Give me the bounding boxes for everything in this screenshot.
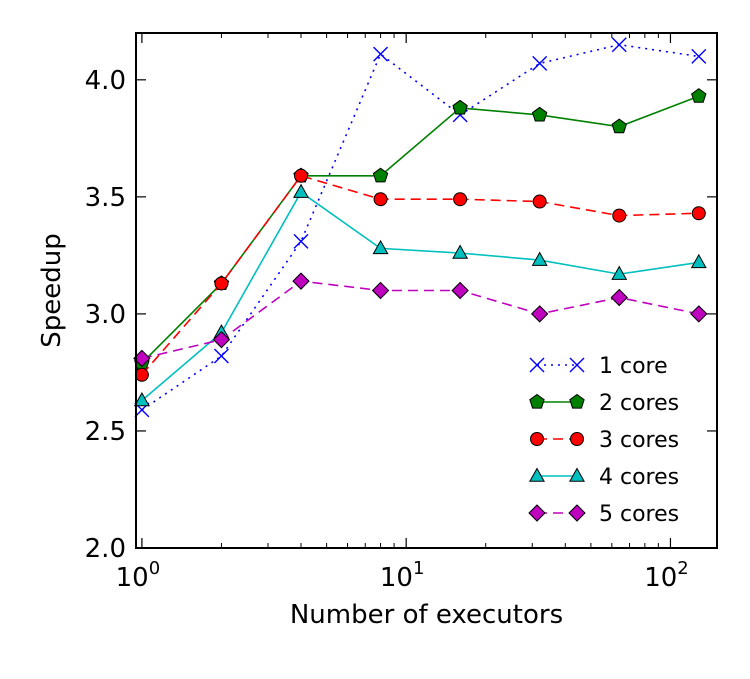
series-1-core xyxy=(134,37,707,418)
x-tick-label: 100 xyxy=(116,558,161,593)
series-line-3-cores xyxy=(141,174,699,376)
data-point-3-cores xyxy=(134,367,149,382)
data-point-1-core xyxy=(373,46,389,62)
legend-marker xyxy=(568,504,586,522)
x-tick-exponent: 2 xyxy=(677,558,688,579)
data-point-3-cores xyxy=(453,192,468,207)
data-point-4-cores xyxy=(531,251,548,266)
legend-marker xyxy=(569,393,585,409)
legend-marker xyxy=(569,467,585,482)
x-tick-exponent: 0 xyxy=(149,558,160,579)
series-line-4-cores xyxy=(141,191,699,402)
data-point-5-cores xyxy=(610,288,628,307)
legend-marker xyxy=(530,432,544,446)
x-tick-exponent: 1 xyxy=(413,558,424,579)
x-tick-base: 10 xyxy=(116,563,149,593)
data-point-3-cores xyxy=(612,208,627,223)
legend: 1 core 2 cores 3 cores 4 cores 5 cores xyxy=(528,354,679,527)
series-line-1-core xyxy=(141,43,699,411)
data-point-4-cores xyxy=(293,183,309,198)
data-point-4-cores xyxy=(133,391,150,407)
x-axis-label: Number of executors xyxy=(290,600,563,630)
data-point-5-cores xyxy=(212,330,231,349)
series-layer xyxy=(133,37,708,418)
x-tick-label: 101 xyxy=(380,558,425,593)
legend-item-3-cores: 3 cores xyxy=(530,428,679,453)
data-point-5-cores xyxy=(451,281,469,300)
legend-label: 4 cores xyxy=(599,465,679,490)
data-point-4-cores xyxy=(611,265,628,280)
legend-label: 1 core xyxy=(599,354,668,379)
data-point-4-cores xyxy=(452,244,469,259)
data-point-2-cores xyxy=(372,167,389,183)
plot-frame xyxy=(135,32,718,549)
data-point-4-cores xyxy=(690,253,707,269)
data-point-2-cores xyxy=(452,99,468,115)
y-axis-label: Speedup xyxy=(37,233,67,348)
y-tick-label: 2.0 xyxy=(85,534,126,564)
legend-marker xyxy=(528,504,546,522)
y-tick-label: 3.5 xyxy=(85,183,126,213)
y-tick-label: 2.5 xyxy=(85,417,126,447)
series-line-2-cores xyxy=(141,95,700,364)
x-tick-label: 102 xyxy=(644,558,689,593)
data-point-1-core xyxy=(611,37,627,53)
data-point-1-core xyxy=(691,48,707,64)
series-5-cores xyxy=(133,272,708,368)
data-point-5-cores xyxy=(292,272,310,290)
data-point-2-cores xyxy=(691,88,707,103)
data-point-4-cores xyxy=(372,239,389,255)
legend-marker xyxy=(529,467,545,482)
legend-marker xyxy=(529,357,545,373)
data-point-5-cores xyxy=(371,281,390,300)
legend-marker xyxy=(570,432,584,446)
series-3-cores xyxy=(134,168,706,382)
data-point-3-cores xyxy=(294,168,309,183)
legend-item-5-cores: 5 cores xyxy=(528,502,679,527)
data-point-3-cores xyxy=(214,276,229,291)
legend-label: 2 cores xyxy=(599,391,679,416)
data-point-2-cores xyxy=(611,118,627,134)
legend-marker xyxy=(529,393,545,409)
y-tick-label: 3.0 xyxy=(85,300,126,330)
series-line-5-cores xyxy=(141,280,699,360)
legend-item-4-cores: 4 cores xyxy=(529,465,679,490)
legend-label: 3 cores xyxy=(599,428,679,453)
data-point-1-core xyxy=(293,233,309,249)
legend-label: 5 cores xyxy=(599,502,679,527)
x-tick-base: 10 xyxy=(644,563,677,593)
data-point-5-cores xyxy=(690,305,708,323)
data-point-1-core xyxy=(532,55,548,71)
legend-marker xyxy=(569,357,585,373)
x-tick-base: 10 xyxy=(380,563,413,593)
data-point-5-cores xyxy=(530,305,549,323)
y-tick-label: 4.0 xyxy=(85,66,126,96)
legend-item-2-cores: 2 cores xyxy=(529,391,679,416)
data-point-3-cores xyxy=(532,194,547,209)
data-point-1-core xyxy=(213,348,229,364)
legend-item-1-core: 1 core xyxy=(529,354,668,379)
data-point-3-cores xyxy=(691,206,706,221)
data-point-2-cores xyxy=(531,106,548,122)
data-point-3-cores xyxy=(373,192,388,207)
